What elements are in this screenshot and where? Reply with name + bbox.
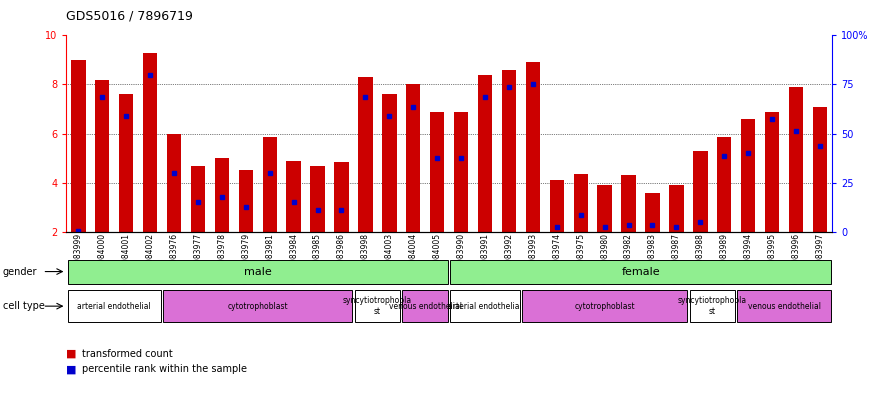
Bar bbox=[693, 151, 707, 232]
Bar bbox=[119, 94, 134, 232]
Text: arterial endothelial: arterial endothelial bbox=[77, 302, 151, 310]
Bar bbox=[430, 112, 444, 232]
Text: ■: ■ bbox=[66, 349, 77, 359]
Bar bbox=[765, 112, 780, 232]
Bar bbox=[239, 171, 253, 232]
Bar bbox=[454, 112, 468, 232]
Bar bbox=[502, 70, 516, 232]
Bar bbox=[311, 165, 325, 232]
Bar bbox=[522, 290, 687, 322]
Bar bbox=[669, 185, 683, 232]
Bar bbox=[67, 259, 448, 284]
Text: venous endothelial: venous endothelial bbox=[389, 302, 462, 310]
Text: ■: ■ bbox=[66, 364, 77, 375]
Text: male: male bbox=[244, 266, 272, 277]
Bar bbox=[478, 75, 492, 232]
Text: GDS5016 / 7896719: GDS5016 / 7896719 bbox=[66, 10, 193, 23]
Bar bbox=[163, 290, 352, 322]
Text: syncytiotrophobla
st: syncytiotrophobla st bbox=[342, 296, 412, 316]
Bar bbox=[717, 137, 731, 232]
Bar bbox=[597, 185, 612, 232]
Text: arterial endothelial: arterial endothelial bbox=[448, 302, 522, 310]
Bar bbox=[621, 175, 635, 232]
Bar bbox=[382, 94, 396, 232]
Text: syncytiotrophobla
st: syncytiotrophobla st bbox=[678, 296, 747, 316]
Text: percentile rank within the sample: percentile rank within the sample bbox=[82, 364, 247, 375]
Bar bbox=[406, 84, 420, 232]
Bar bbox=[645, 193, 659, 232]
Bar bbox=[335, 162, 349, 232]
Bar bbox=[358, 77, 373, 232]
Text: cell type: cell type bbox=[3, 301, 44, 311]
Bar bbox=[403, 290, 448, 322]
Bar bbox=[737, 290, 831, 322]
Text: cytotrophoblast: cytotrophoblast bbox=[574, 302, 635, 310]
Bar bbox=[450, 259, 831, 284]
Text: venous endothelial: venous endothelial bbox=[748, 302, 820, 310]
Bar bbox=[689, 290, 735, 322]
Bar bbox=[450, 290, 519, 322]
Bar bbox=[741, 119, 756, 232]
Text: cytotrophoblast: cytotrophoblast bbox=[227, 302, 289, 310]
Bar bbox=[215, 158, 229, 232]
Bar bbox=[71, 60, 86, 232]
Bar bbox=[95, 79, 110, 232]
Bar bbox=[789, 87, 804, 232]
Bar bbox=[167, 134, 181, 232]
Text: gender: gender bbox=[3, 266, 37, 277]
Bar bbox=[67, 290, 161, 322]
Text: female: female bbox=[621, 266, 660, 277]
Bar bbox=[355, 290, 400, 322]
Bar bbox=[573, 174, 588, 232]
Bar bbox=[550, 180, 564, 232]
Text: transformed count: transformed count bbox=[82, 349, 173, 359]
Bar bbox=[526, 62, 540, 232]
Bar bbox=[812, 107, 827, 232]
Bar bbox=[191, 165, 205, 232]
Bar bbox=[143, 53, 158, 232]
Bar bbox=[287, 161, 301, 232]
Bar bbox=[263, 137, 277, 232]
